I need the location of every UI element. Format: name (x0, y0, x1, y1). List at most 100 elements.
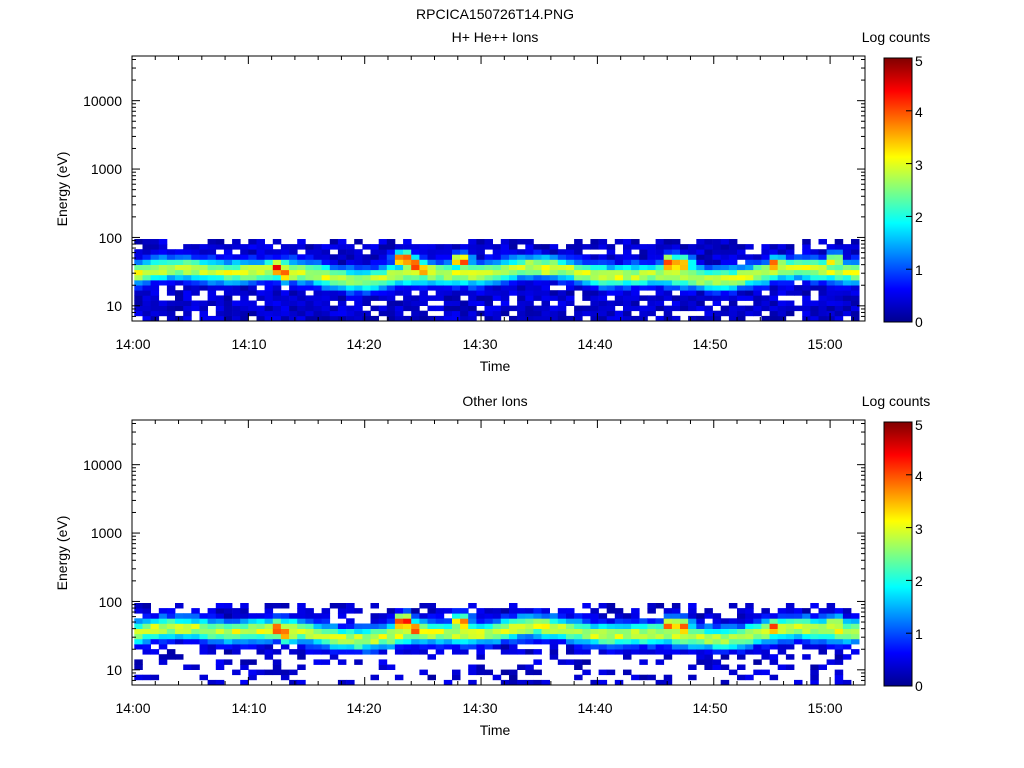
spectrogram-cell (443, 623, 453, 629)
spectrogram-cell (272, 623, 282, 629)
spectrogram-cell (248, 669, 257, 676)
spectrogram-cell (289, 628, 298, 635)
spectrogram-cell (411, 310, 420, 317)
spectrogram-cell (574, 305, 583, 312)
spectrogram-cell (256, 649, 265, 655)
spectrogram-cell (403, 618, 412, 624)
spectrogram-cell (834, 315, 844, 322)
spectrogram-cell (142, 280, 151, 286)
spectrogram-cell (346, 603, 355, 609)
spectrogram-cell (623, 623, 632, 629)
spectrogram-cell (223, 264, 233, 271)
spectrogram-cell (386, 280, 396, 286)
spectrogram-cell (745, 623, 754, 629)
spectrogram-cell (525, 618, 534, 624)
spectrogram-cell (166, 633, 176, 640)
spectrogram-cell (476, 259, 485, 265)
spectrogram-cell (484, 644, 493, 650)
spectrogram-cell (313, 633, 322, 640)
spectrogram-cell (403, 254, 412, 260)
spectrogram-cell (362, 259, 371, 265)
spectrogram-cell (403, 244, 412, 250)
spectrogram-cell (525, 649, 534, 655)
spectrogram-cell (655, 649, 665, 655)
spectrogram-cell (240, 664, 249, 670)
spectrogram-cell (598, 679, 608, 686)
spectrogram-cell (582, 274, 591, 281)
spectrogram-cell (851, 280, 860, 286)
spectrogram-cell (712, 280, 722, 286)
spectrogram-cell (696, 618, 705, 624)
spectrogram-cell (207, 300, 217, 306)
spectrogram-cell (606, 249, 616, 255)
panel-1-xtick-1400: 14:00 (115, 336, 150, 352)
spectrogram-cell (435, 623, 445, 629)
spectrogram-cell (802, 280, 811, 286)
panel-2-xlabel: Time (480, 722, 511, 738)
spectrogram-cell (346, 305, 355, 312)
spectrogram-cell (533, 244, 542, 250)
spectrogram-cell (541, 623, 550, 629)
spectrogram-cell (175, 274, 184, 281)
spectrogram-cell (378, 623, 388, 629)
spectrogram-cell (329, 239, 339, 245)
spectrogram-cell (134, 310, 143, 317)
spectrogram-cell (468, 259, 477, 265)
spectrogram-cell (541, 249, 550, 255)
spectrogram-cell (158, 249, 168, 255)
spectrogram-cell (175, 305, 184, 312)
spectrogram-cell (509, 649, 518, 655)
spectrogram-cell (500, 254, 510, 260)
spectrogram-cell (826, 315, 836, 322)
spectrogram-cell (272, 295, 282, 301)
spectrogram-cell (427, 628, 436, 635)
spectrogram-cell (541, 608, 550, 614)
spectrogram-cell (509, 239, 518, 245)
spectrogram-cell (517, 295, 526, 301)
panel-2-ytick-10: 10 (106, 662, 122, 678)
spectrogram-cell (256, 618, 265, 624)
spectrogram-cell (386, 249, 396, 255)
spectrogram-cell (785, 618, 795, 624)
spectrogram-cell (614, 310, 624, 317)
spectrogram-cell (346, 290, 355, 296)
spectrogram-cell (354, 315, 363, 322)
spectrogram-cell (500, 633, 510, 640)
spectrogram-cell (191, 623, 200, 629)
spectrogram-cell (411, 259, 420, 265)
spectrogram-cell (818, 280, 827, 286)
spectrogram-cell (370, 290, 379, 296)
spectrogram-cell (704, 244, 713, 250)
spectrogram-cell (720, 623, 730, 629)
spectrogram-cell (647, 305, 656, 312)
spectrogram-cell (671, 315, 681, 322)
spectrogram-cell (826, 628, 836, 635)
spectrogram-cell (191, 608, 200, 614)
spectrogram-cell (215, 633, 225, 640)
spectrogram-cell (745, 280, 754, 286)
spectrogram-cell (305, 628, 314, 635)
spectrogram-cell (557, 310, 567, 317)
panel-1-cb-tick-4: 4 (915, 104, 923, 120)
spectrogram-cell (842, 618, 852, 624)
spectrogram-cell (321, 649, 331, 655)
spectrogram-cell (525, 608, 534, 614)
spectrogram-cell (492, 310, 502, 317)
spectrogram-cell (435, 285, 445, 291)
spectrogram-cell (818, 254, 827, 260)
spectrogram-cell (566, 608, 575, 614)
spectrogram-cell (712, 254, 722, 260)
spectrogram-cell (468, 669, 477, 676)
spectrogram-cell (166, 249, 176, 255)
spectrogram-cell (419, 644, 428, 650)
spectrogram-cell (826, 613, 836, 619)
spectrogram-cell (476, 254, 485, 260)
spectrogram-cell (443, 628, 453, 635)
spectrogram-cell (134, 269, 143, 276)
spectrogram-cell (476, 290, 485, 296)
spectrogram-cell (289, 679, 298, 686)
spectrogram-cell (557, 264, 567, 271)
spectrogram-cell (264, 649, 274, 655)
spectrogram-cell (337, 244, 347, 250)
spectrogram-cell (720, 254, 730, 260)
